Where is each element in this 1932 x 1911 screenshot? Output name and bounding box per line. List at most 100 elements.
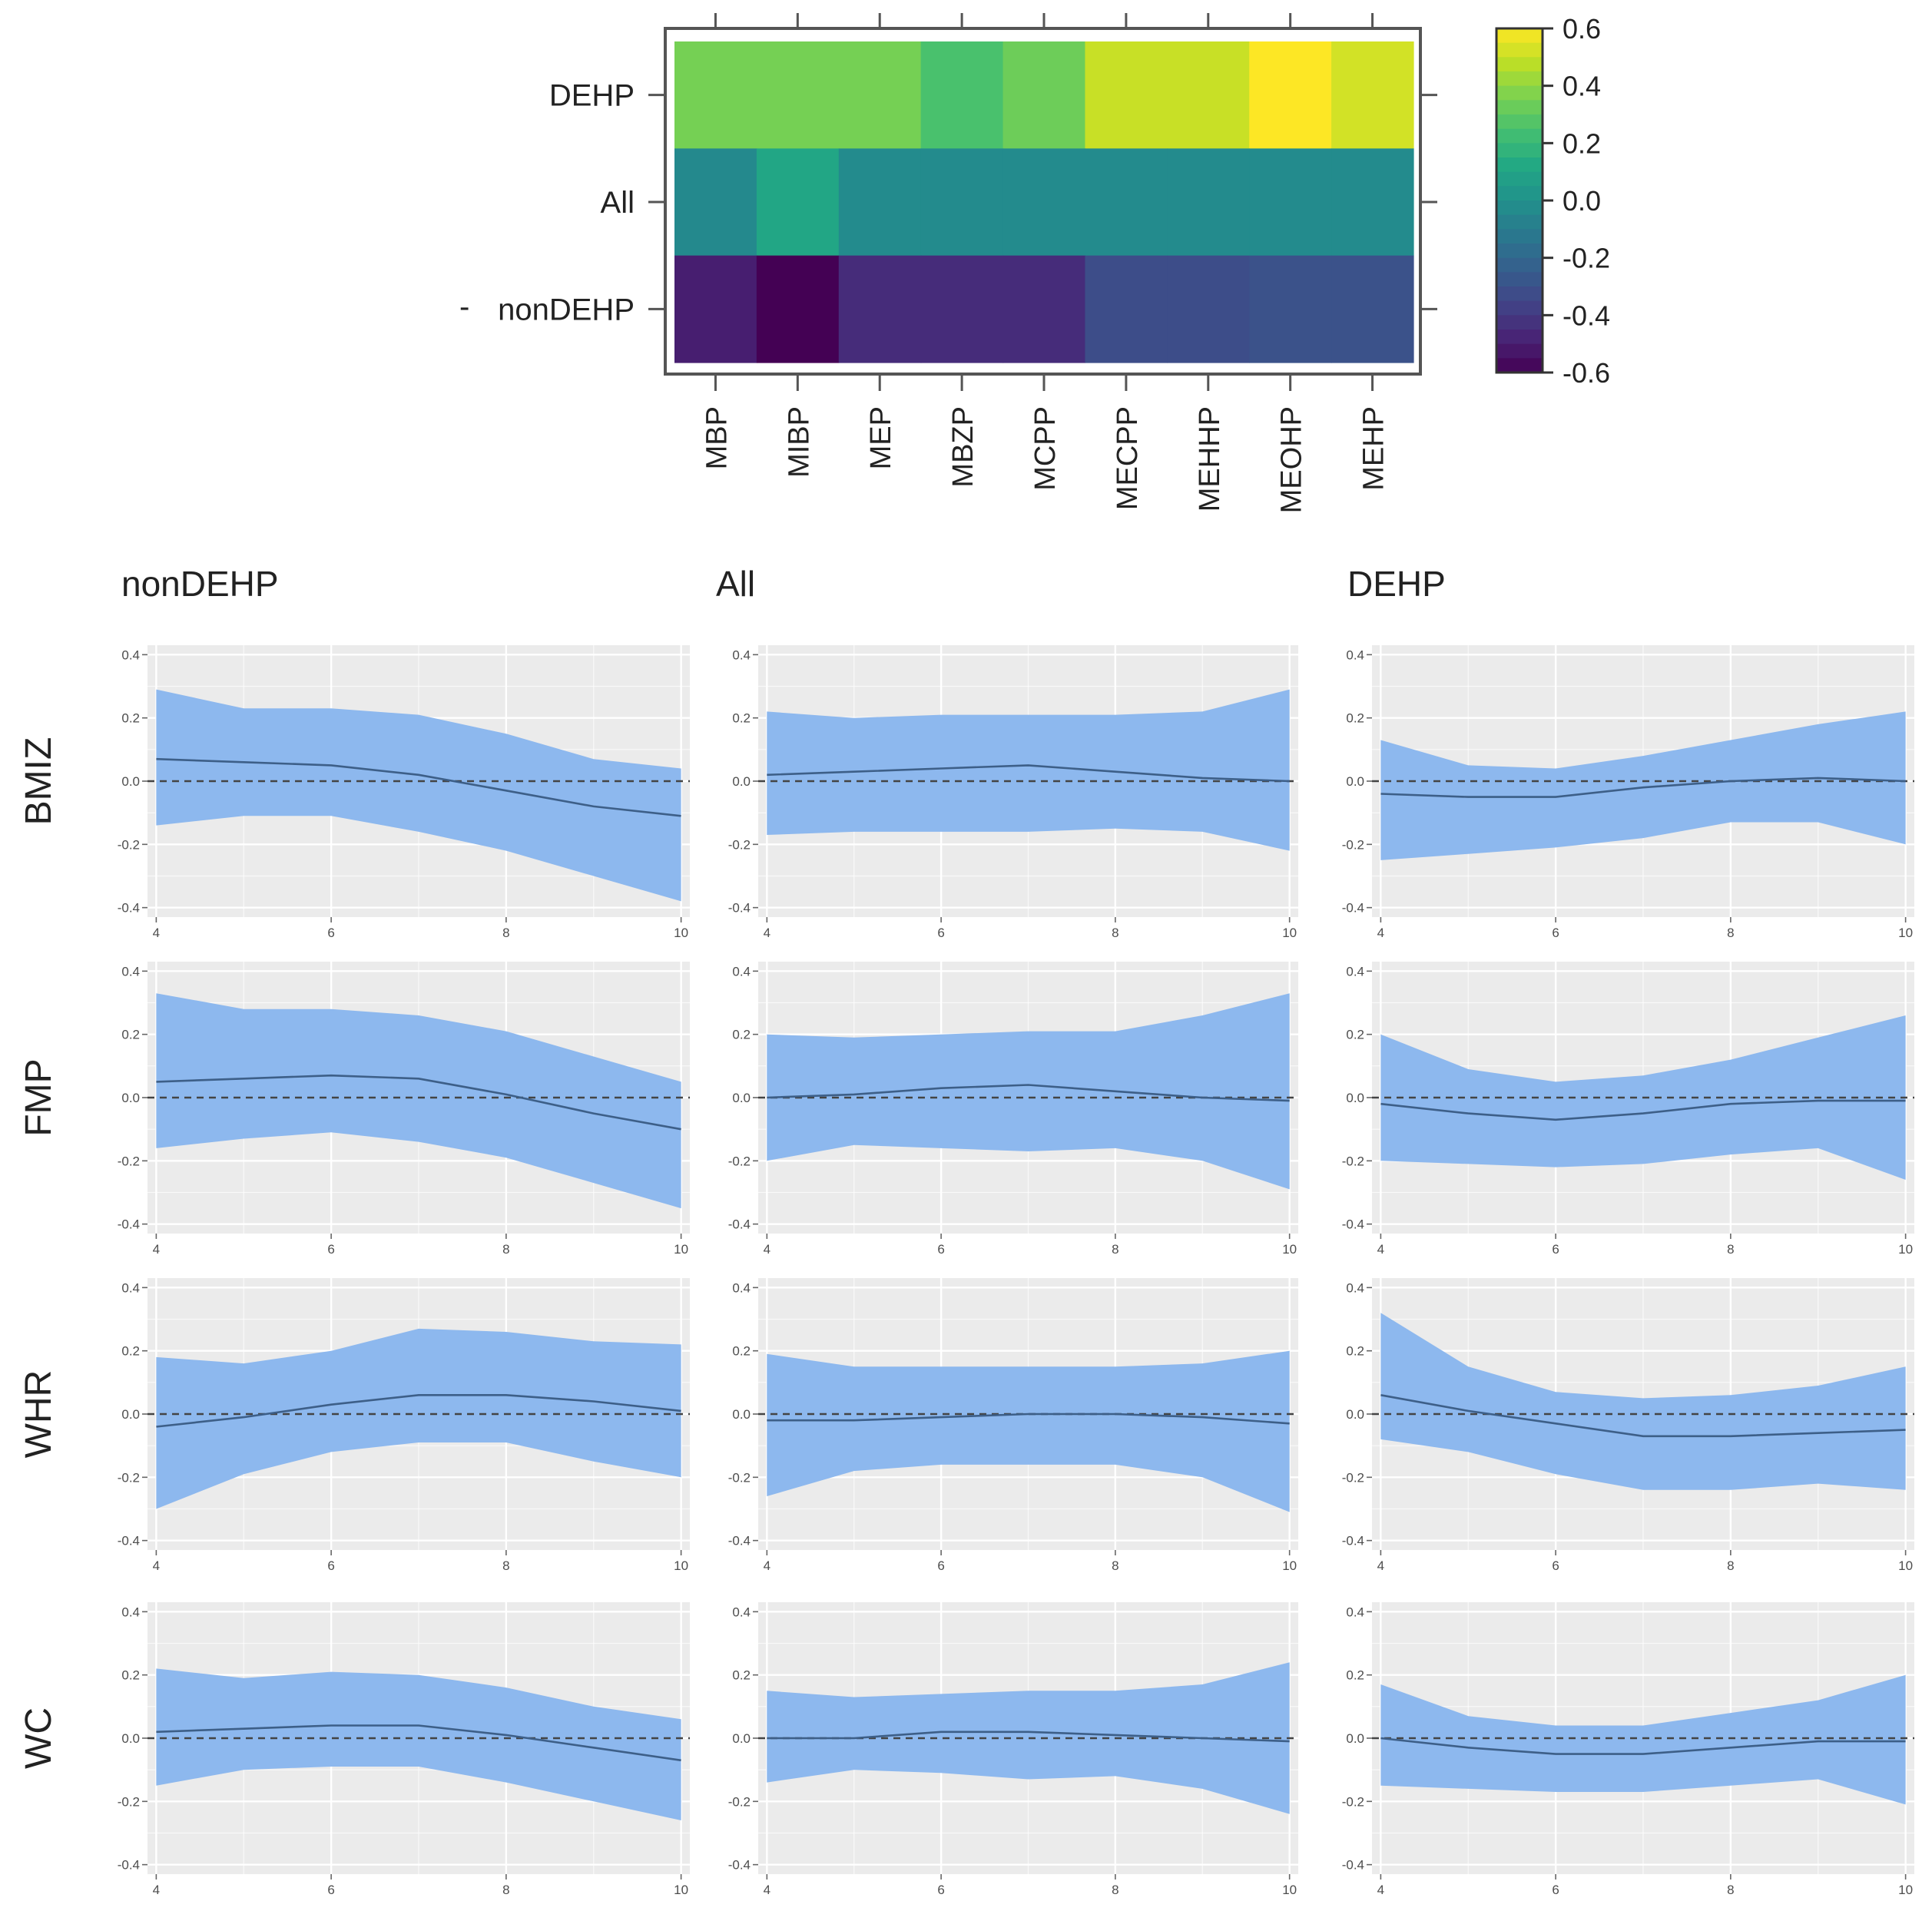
y-tick-label: -0.2 <box>118 1794 140 1809</box>
x-tick-label: 8 <box>502 926 509 940</box>
y-tick-label: 0.0 <box>121 1407 140 1422</box>
heatmap-cell-nondehp-mehhp <box>1167 255 1250 363</box>
x-tick-label: 10 <box>1282 1558 1297 1573</box>
y-tick-label: 0.0 <box>732 1731 751 1746</box>
panel-wc-dehp: 0.4 0.2 0.0 -0.2 -0.4 4 6 8 10 <box>1342 1602 1914 1897</box>
x-tick-label: 10 <box>1898 1883 1913 1897</box>
heatmap-cell-all-meohp <box>1249 148 1332 257</box>
heatmap-cell-all-mibp <box>756 148 840 257</box>
heatmap-cell-all-mcpp <box>1002 148 1086 257</box>
colorbar-swatch <box>1496 85 1543 101</box>
heatmap-column-label: MIBP <box>783 406 815 478</box>
y-tick-label: -0.2 <box>118 837 140 852</box>
x-tick-label: 4 <box>153 1558 160 1573</box>
panel-wc-all: 0.4 0.2 0.0 -0.2 -0.4 4 6 8 10 <box>728 1602 1298 1897</box>
colorbar-tick-label: -0.4 <box>1563 300 1610 331</box>
y-tick-label: 0.2 <box>1346 1668 1364 1683</box>
heatmap-cell-dehp-mehhp <box>1167 41 1250 149</box>
colorbar-swatch <box>1496 315 1543 330</box>
x-tick-label: 10 <box>674 1883 688 1897</box>
x-tick-label: 8 <box>1112 1883 1118 1897</box>
y-tick-label: -0.4 <box>1342 1217 1364 1232</box>
y-tick-label: 0.0 <box>732 1407 751 1422</box>
x-tick-label: 10 <box>1282 926 1297 940</box>
x-tick-label: 8 <box>1112 926 1118 940</box>
x-tick-label: 4 <box>764 1242 770 1257</box>
confidence-band <box>1380 711 1906 860</box>
heatmap-cell-all-mehhp <box>1167 148 1250 257</box>
y-tick-label: -0.4 <box>118 1217 140 1232</box>
confidence-band <box>767 689 1290 851</box>
column-title: nonDEHP <box>121 564 279 604</box>
x-tick-label: 8 <box>502 1242 509 1257</box>
x-tick-label: 4 <box>153 1242 160 1257</box>
heatmap-cell-nondehp-mbzp <box>920 255 1004 363</box>
colorbar-swatch <box>1496 200 1543 216</box>
heatmap-column-label: MEHP <box>1358 406 1390 491</box>
y-tick-label: 0.2 <box>121 711 140 726</box>
y-tick-label: 0.4 <box>732 1605 751 1619</box>
y-tick-label: 0.0 <box>732 1091 751 1105</box>
y-tick-label: -0.2 <box>1342 1794 1364 1809</box>
estimate-line <box>767 1413 1290 1425</box>
y-tick-label: -0.2 <box>728 1794 751 1809</box>
y-tick-label: 0.4 <box>732 1280 751 1295</box>
x-tick-label: 6 <box>1552 1883 1559 1897</box>
x-tick-label: 6 <box>327 1558 334 1573</box>
heatmap-row-label: DEHP <box>549 79 635 113</box>
colorbar-swatch <box>1496 330 1543 345</box>
colorbar-swatch <box>1496 257 1543 273</box>
heatmap-cell-all-mehp <box>1331 148 1414 257</box>
x-tick-label: 6 <box>1552 926 1559 940</box>
heatmap-row-label-prefix: - <box>459 290 469 323</box>
x-tick-label: 4 <box>1377 1883 1384 1897</box>
estimate-line <box>156 757 681 817</box>
colorbar-swatch <box>1496 214 1543 230</box>
colorbar-tick-label: 0.2 <box>1563 128 1601 159</box>
x-tick-label: 8 <box>1727 926 1734 940</box>
panel-fmp-nondehp: 0.4 0.2 0.0 -0.2 -0.4 4 6 8 10 <box>118 962 690 1257</box>
y-tick-label: 0.0 <box>1346 1091 1364 1105</box>
y-tick-label: 0.0 <box>732 774 751 789</box>
x-tick-label: 4 <box>764 1558 770 1573</box>
heatmap-row-label: nonDEHP <box>498 293 635 326</box>
heatmap-cell-nondehp-mep <box>838 255 922 363</box>
heatmap-cell-all-mep <box>838 148 922 257</box>
y-tick-label: 0.2 <box>121 1668 140 1683</box>
x-tick-label: 10 <box>1898 1558 1913 1573</box>
y-tick-label: 0.2 <box>1346 1028 1364 1042</box>
y-tick-label: 0.0 <box>121 774 140 789</box>
heatmap-column-label: MEP <box>865 406 897 469</box>
x-tick-label: 6 <box>1552 1242 1559 1257</box>
confidence-band <box>767 1350 1290 1512</box>
x-tick-label: 4 <box>764 1883 770 1897</box>
y-tick-label: -0.2 <box>118 1154 140 1168</box>
colorbar-swatch <box>1496 272 1543 287</box>
estimate-line <box>767 1730 1290 1743</box>
confidence-band <box>156 1668 681 1820</box>
x-tick-label: 10 <box>674 1242 688 1257</box>
x-tick-label: 4 <box>153 1883 160 1897</box>
y-tick-label: -0.2 <box>118 1470 140 1485</box>
colorbar-tick-label: 0.0 <box>1563 185 1601 217</box>
heatmap-cell-nondehp-mbp <box>674 255 757 363</box>
y-tick-label: 0.4 <box>121 964 140 979</box>
y-tick-label: 0.2 <box>1346 1344 1364 1359</box>
panel-fmp-all: 0.4 0.2 0.0 -0.2 -0.4 4 6 8 10 <box>728 962 1298 1257</box>
y-tick-label: 0.4 <box>732 964 751 979</box>
confidence-band <box>767 993 1290 1190</box>
y-tick-label: -0.4 <box>118 1858 140 1873</box>
panel-whr-dehp: 0.4 0.2 0.0 -0.2 -0.4 4 6 8 10 <box>1342 1278 1914 1573</box>
colorbar-swatch <box>1496 128 1543 144</box>
y-tick-label: -0.4 <box>1342 901 1364 916</box>
y-tick-label: 0.2 <box>732 1028 751 1042</box>
panel-bmiz-all: 0.4 0.2 0.0 -0.2 -0.4 4 6 8 10 <box>728 645 1298 940</box>
colorbar-swatch <box>1496 186 1543 201</box>
estimate-line <box>1380 1099 1906 1121</box>
heatmap-column-label: MBP <box>701 406 733 469</box>
y-tick-label: -0.4 <box>728 1217 751 1232</box>
x-tick-label: 10 <box>1282 1242 1297 1257</box>
heatmap-cell-all-mbzp <box>920 148 1004 257</box>
heatmap-cell-nondehp-mehp <box>1331 255 1414 363</box>
